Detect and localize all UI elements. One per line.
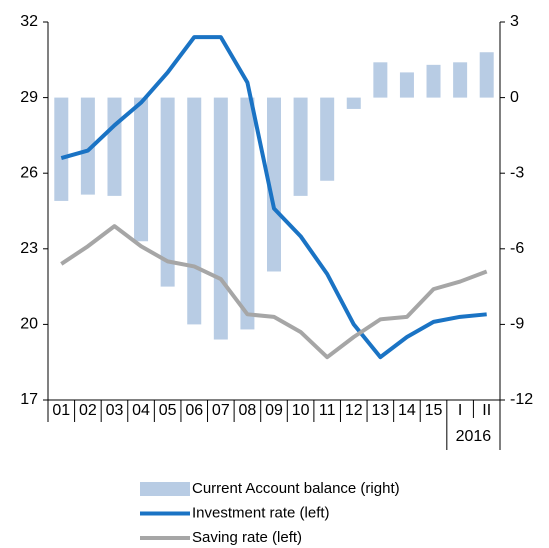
x-tick-label: 04 (132, 402, 150, 419)
bar (213, 97, 228, 340)
legend-label: Current Account balance (right) (192, 480, 400, 497)
x-tick-label: 08 (239, 402, 257, 419)
y2-tick-label: -3 (510, 164, 524, 181)
x-tick-label: 11 (319, 402, 336, 419)
x-tick-label: 02 (79, 402, 97, 419)
bar (187, 97, 202, 325)
x-tick-label: 03 (106, 402, 124, 419)
x-tick-label: 12 (345, 402, 363, 419)
y-tick-label: 29 (20, 89, 38, 106)
y2-tick-label: 0 (510, 89, 519, 106)
bar (134, 97, 149, 242)
x-tick-label: 10 (292, 402, 310, 419)
x-tick-label: I (458, 402, 462, 419)
y2-tick-label: -6 (510, 240, 524, 257)
bar (160, 97, 175, 287)
y-tick-label: 32 (20, 13, 38, 30)
bar (399, 72, 414, 98)
x-tick-label: 13 (371, 402, 389, 419)
y2-tick-label: 3 (510, 13, 519, 30)
x-tick-label: 09 (265, 402, 283, 419)
line-series (60, 35, 487, 360)
bar (107, 97, 122, 196)
x-tick-label: 14 (398, 402, 416, 419)
bar (267, 97, 281, 272)
y-tick-label: 20 (20, 316, 38, 333)
y-tick-label: 26 (20, 164, 38, 181)
bar (293, 97, 308, 196)
bar (54, 97, 69, 201)
bar (373, 62, 388, 98)
y2-tick-label: -9 (510, 316, 524, 333)
bar (320, 97, 335, 181)
y-tick-label: 23 (20, 240, 38, 257)
legend-label: Saving rate (left) (192, 529, 302, 546)
bar (80, 97, 95, 195)
legend-label: Investment rate (left) (192, 504, 330, 521)
x-tick-label: 06 (185, 402, 203, 419)
bar (426, 64, 441, 98)
bar (453, 62, 468, 98)
bar (240, 97, 255, 330)
x-tick-label: 05 (159, 402, 177, 419)
line-series (60, 224, 488, 360)
legend-swatch (140, 482, 190, 496)
y-tick-label: 17 (20, 391, 38, 408)
x-tick-label: 15 (425, 402, 443, 419)
x-tick-label: 01 (52, 402, 70, 419)
bar (346, 97, 361, 109)
x-tick-label: II (482, 402, 491, 419)
bar (479, 52, 494, 98)
y2-tick-label: -12 (510, 391, 533, 408)
x-group-label: 2016 (456, 428, 492, 445)
x-tick-label: 07 (212, 402, 230, 419)
